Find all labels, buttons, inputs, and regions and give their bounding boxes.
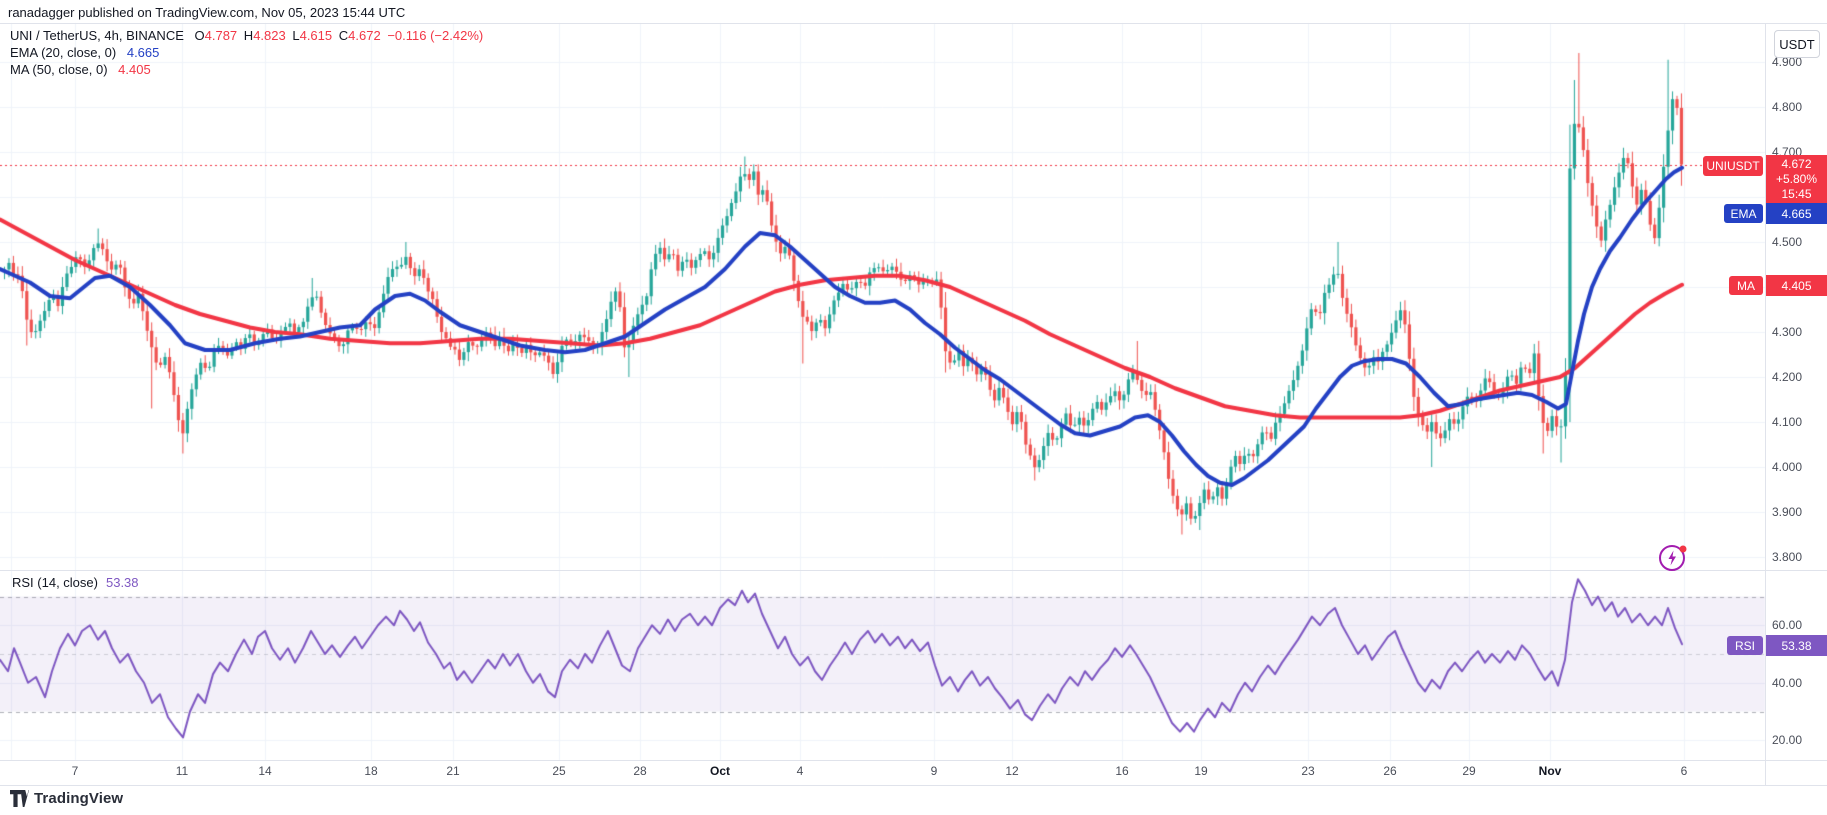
- date-tick-label: 28: [633, 764, 647, 778]
- date-tick-label: 21: [446, 764, 460, 778]
- rsi-tick-label: 20.00: [1772, 733, 1803, 747]
- ohlc-open-value: 4.787: [204, 28, 238, 43]
- date-tick-label: 4: [796, 764, 804, 778]
- ohlc-high-value: 4.823: [253, 28, 286, 43]
- ema-badge-value: 4.665: [1766, 203, 1827, 224]
- price-tick-label: 3.800: [1772, 550, 1803, 564]
- ohlc-close-label: C: [338, 28, 349, 43]
- symbol-legend-row[interactable]: UNI / TetherUS, 4h, BINANCE O4.787 H4.82…: [10, 27, 483, 44]
- date-tick-label: Nov: [1538, 764, 1562, 778]
- ema-legend-row[interactable]: EMA (20, close, 0) 4.665: [10, 44, 483, 61]
- ohlc-low-label: L: [292, 28, 300, 43]
- change-percent: +5.80%: [1775, 171, 1818, 186]
- date-tick-label: 14: [258, 764, 272, 778]
- ma-legend-label[interactable]: MA (50, close, 0): [10, 62, 108, 77]
- ohlc-high-label: H: [243, 28, 254, 43]
- date-tick-label: Oct: [709, 764, 731, 778]
- ma-legend-value: 4.405: [118, 62, 151, 77]
- rsi-tick-label: 60.00: [1772, 618, 1803, 632]
- attribution-text: ranadagger published on TradingView.com,…: [8, 5, 406, 20]
- chart-legend: UNI / TetherUS, 4h, BINANCE O4.787 H4.82…: [10, 27, 483, 78]
- currency-toggle-usdt[interactable]: USDT: [1774, 30, 1820, 58]
- price-tick-label: 4.000: [1772, 460, 1803, 474]
- date-tick-label: 9: [930, 764, 938, 778]
- date-tick-label: 6: [1680, 764, 1688, 778]
- bar-countdown: 15:45: [1781, 186, 1812, 201]
- ohlc-change: −0.116 (−2.42%): [387, 28, 484, 43]
- price-tick-label: 4.900: [1772, 55, 1803, 69]
- rsi-legend-value: 53.38: [105, 575, 139, 590]
- ohlc-open-label: O: [194, 28, 205, 43]
- ma-badge-label: MA: [1729, 276, 1763, 295]
- chart-top-border: [0, 23, 1827, 24]
- price-axis-border: [1765, 23, 1766, 785]
- tradingview-logo-text: TradingView: [34, 790, 124, 807]
- price-tick-label: 4.100: [1772, 415, 1803, 429]
- ma-legend-row[interactable]: MA (50, close, 0) 4.405: [10, 61, 483, 78]
- price-tick-label: 4.800: [1772, 100, 1803, 114]
- price-tick-label: 4.200: [1772, 370, 1803, 384]
- ema-badge-label: EMA: [1724, 204, 1763, 223]
- date-tick-label: 19: [1194, 764, 1208, 778]
- date-tick-label: 16: [1115, 764, 1129, 778]
- rsi-legend[interactable]: RSI (14, close) 53.38: [12, 575, 139, 590]
- rsi-legend-label[interactable]: RSI (14, close): [12, 575, 98, 590]
- flash-icon[interactable]: [1656, 540, 1690, 574]
- time-axis-border: [0, 760, 1827, 761]
- price-tick-label: 4.500: [1772, 235, 1803, 249]
- symbol-price-badge-values: 4.672 +5.80% 15:45: [1766, 155, 1827, 203]
- price-tick-label: 3.900: [1772, 505, 1803, 519]
- rsi-tick-label: 40.00: [1772, 676, 1803, 690]
- ma-badge-value: 4.405: [1766, 275, 1827, 296]
- symbol-title[interactable]: UNI / TetherUS, 4h, BINANCE: [10, 28, 184, 43]
- symbol-price-badge-label: UNIUSDT: [1703, 156, 1763, 176]
- date-tick-label: 11: [175, 764, 189, 778]
- ohlc-low-value: 4.615: [299, 28, 333, 43]
- date-tick-label: 18: [364, 764, 378, 778]
- tradingview-watermark[interactable]: TradingView: [10, 790, 123, 807]
- pane-separator[interactable]: [0, 570, 1827, 571]
- rsi-badge-label: RSI: [1727, 636, 1763, 655]
- date-tick-label: 29: [1462, 764, 1476, 778]
- ema-legend-label[interactable]: EMA (20, close, 0): [10, 45, 117, 60]
- ema-legend-value: 4.665: [126, 45, 160, 60]
- price-tick-label: 4.300: [1772, 325, 1803, 339]
- ohlc-close-value: 4.672: [348, 28, 381, 43]
- tradingview-logo-icon: [10, 790, 29, 807]
- last-price: 4.672: [1781, 156, 1812, 171]
- date-tick-label: 26: [1383, 764, 1397, 778]
- date-tick-label: 23: [1301, 764, 1315, 778]
- date-tick-label: 7: [71, 764, 79, 778]
- rsi-badge-value: 53.38: [1766, 635, 1827, 656]
- date-tick-label: 25: [552, 764, 566, 778]
- chart-bottom-border: [0, 785, 1827, 786]
- date-tick-label: 12: [1005, 764, 1019, 778]
